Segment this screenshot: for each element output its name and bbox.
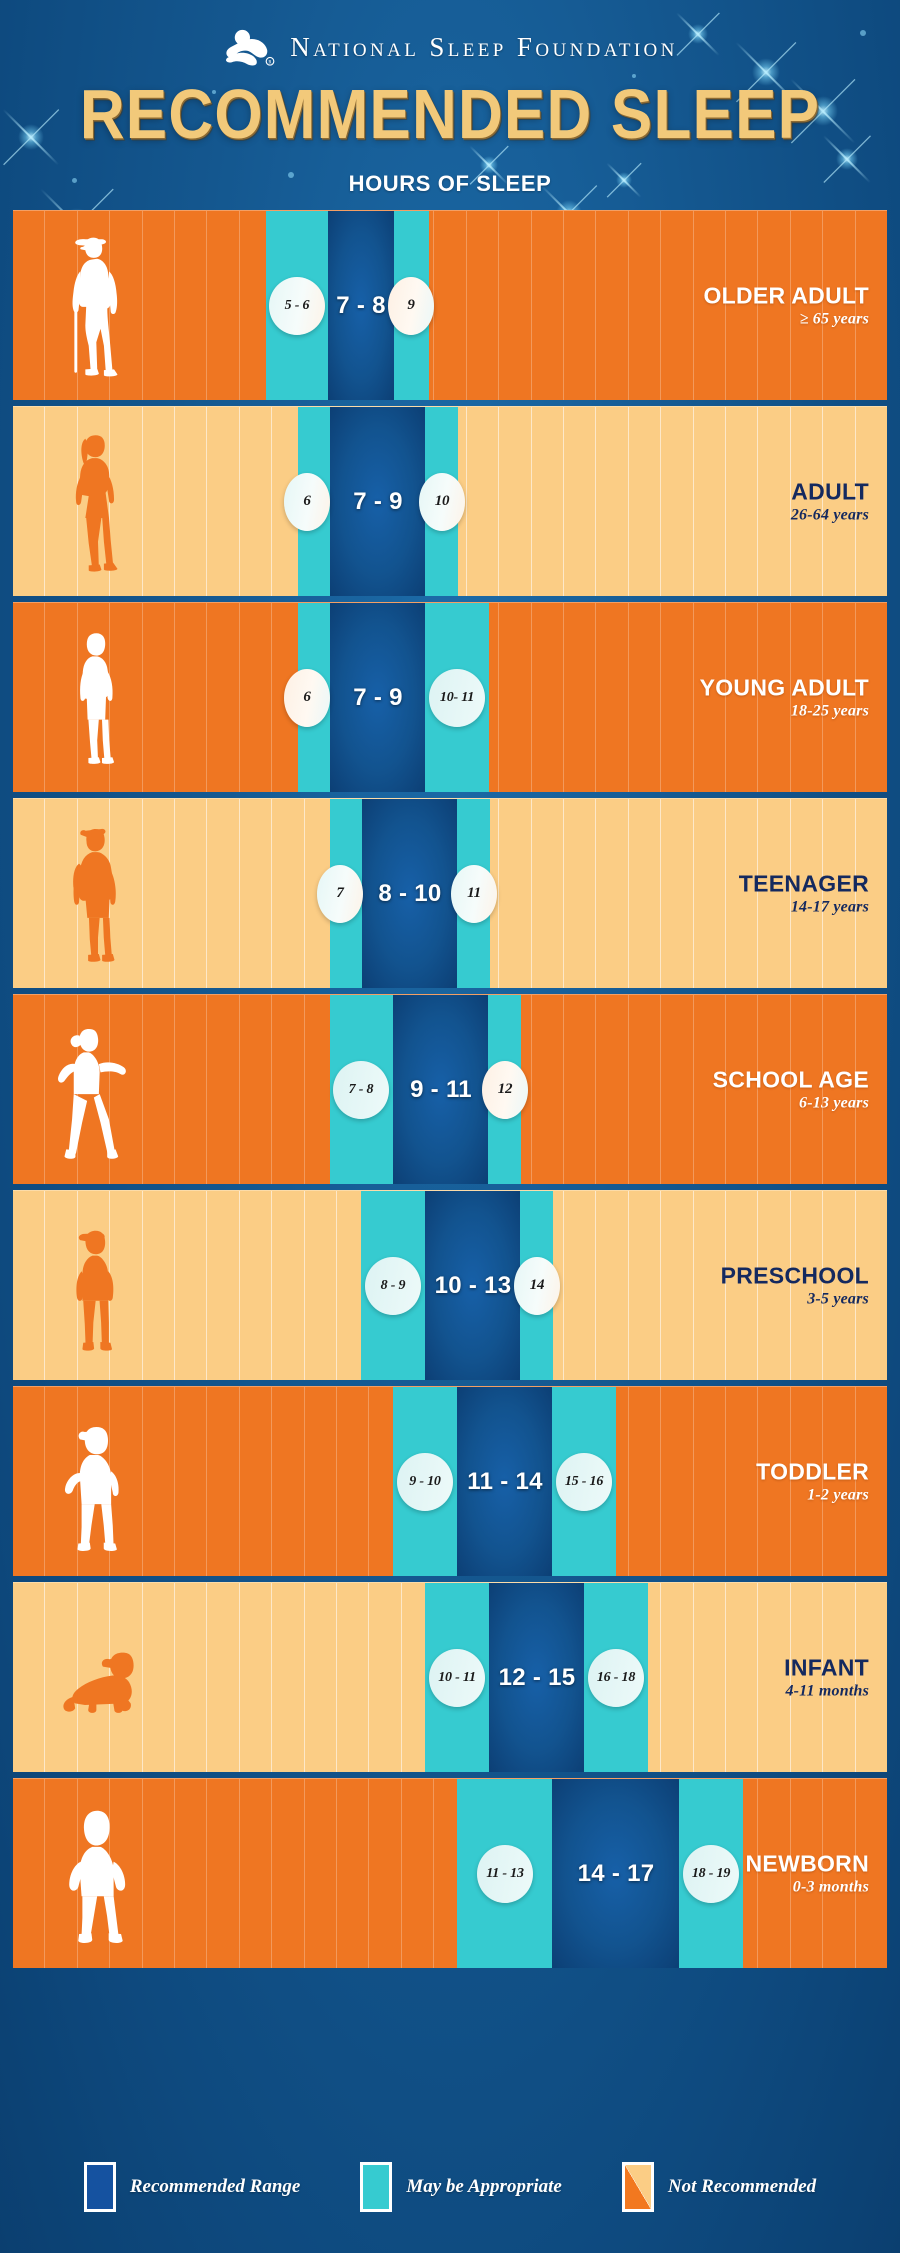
label-recommended-hours: 14 - 17 [577,1859,655,1887]
age-group-name: PRESCHOOL [720,1262,869,1289]
age-group-name: NEWBORN [745,1850,869,1877]
label-recommended-hours: 7 - 9 [353,683,403,711]
legend-label: Recommended Range [129,2175,301,2197]
bubble-may-be-appropriate-high: 11 [451,864,497,923]
age-group-range: 1-2 years [807,1486,869,1504]
age-group-range: 6-13 years [799,1094,869,1112]
school-age-child-silhouette [43,995,153,1184]
chart-row-toddler: 9 - 10 11 - 14 15 - 16 TODDLER 1-2 years [13,1386,887,1577]
label-recommended-hours: 7 - 8 [336,291,386,319]
older-adult-with-cane-silhouette [43,211,153,400]
bubble-may-be-appropriate-high: 14 [514,1256,560,1315]
chart-row-older-adult: 5 - 6 7 - 8 9 OLDER ADULT ≥ 65 years [13,210,887,401]
legend-label: May be Appropriate [406,2175,562,2197]
age-group-labels: SCHOOL AGE 6-13 years [713,1067,869,1112]
label-recommended-hours: 8 - 10 [378,879,442,907]
bubble-may-be-appropriate-low: 5 - 6 [269,276,325,335]
age-group-labels: INFANT 4-11 months [784,1655,869,1700]
chart-row-newborn: 11 - 13 14 - 17 18 - 19 NEWBORN 0-3 months [13,1778,887,1969]
legend-swatch-may-be-appropriate [360,2161,393,2212]
band-recommended-range [328,211,394,401]
chart-row-adult: 6 7 - 9 10 ADULT 26-64 years [13,406,887,597]
age-group-range: 3-5 years [807,1290,869,1308]
band-recommended-range [393,995,488,1185]
age-group-range: 0-3 months [792,1878,869,1896]
chart-row-infant: 10 - 11 12 - 15 16 - 18 INFANT 4-11 months [13,1582,887,1773]
age-group-labels: TEENAGER 14-17 years [739,871,869,916]
age-group-name: TEENAGER [738,870,869,897]
age-group-range: 18-25 years [790,702,869,720]
legend-label: Not Recommended [667,2175,817,2197]
preschool-child-silhouette [43,1191,153,1380]
bubble-may-be-appropriate-low: 7 [317,864,363,923]
band-recommended-range [552,1779,679,1969]
bubble-may-be-appropriate-high: 16 - 18 [588,1648,644,1707]
bubble-may-be-appropriate-low: 10 - 11 [429,1648,485,1707]
label-recommended-hours: 10 - 13 [434,1271,512,1299]
legend-swatch-not-recommended [621,2161,654,2212]
legend-item: Not Recommended [621,2161,817,2212]
crawling-infant-silhouette [43,1583,153,1772]
adult-woman-silhouette [43,407,153,596]
band-recommended-range [330,603,425,793]
bubble-may-be-appropriate-low: 7 - 8 [333,1060,389,1119]
label-recommended-hours: 12 - 15 [498,1663,576,1691]
chart-row-young-adult: 6 7 - 9 10- 11 YOUNG ADULT 18-25 years [13,602,887,793]
toddler-silhouette [43,1387,153,1576]
bubble-may-be-appropriate-low: 8 - 9 [365,1256,421,1315]
band-recommended-range [489,1583,584,1773]
bubble-may-be-appropriate-low: 6 [284,668,330,727]
chart-row-preschool: 8 - 9 10 - 13 14 PRESCHOOL 3-5 years [13,1190,887,1381]
bubble-may-be-appropriate-high: 18 - 19 [683,1844,739,1903]
band-recommended-range [457,1387,552,1577]
age-group-labels: ADULT 26-64 years [791,479,869,524]
age-group-labels: OLDER ADULT ≥ 65 years [703,283,869,328]
bubble-may-be-appropriate-high: 9 [388,276,434,335]
legend-item: May be Appropriate [360,2161,562,2212]
chart-legend: Recommended Range May be Appropriate Not R… [0,2120,900,2253]
age-group-name: OLDER ADULT [703,282,869,309]
axis-label-hours-of-sleep: HOURS OF SLEEP [348,171,552,197]
bubble-may-be-appropriate-high: 10 [419,472,465,531]
band-recommended-range [330,407,425,597]
bubble-may-be-appropriate-low: 11 - 13 [477,1844,533,1903]
label-recommended-hours: 9 - 11 [410,1075,472,1103]
newborn-silhouette [43,1779,153,1968]
young-adult-silhouette [43,603,153,792]
teenager-with-backpack-silhouette [43,799,153,988]
bubble-may-be-appropriate-low: 9 - 10 [397,1452,453,1511]
page-title: RECOMMENDED SLEEP [79,76,821,154]
chart-row-teenager: 7 8 - 10 11 TEENAGER 14-17 years [13,798,887,989]
bubble-may-be-appropriate-high: 12 [482,1060,528,1119]
age-group-name: TODDLER [756,1458,869,1485]
age-group-range: 4-11 months [785,1682,869,1700]
age-group-name: SCHOOL AGE [712,1066,869,1093]
age-group-range: 14-17 years [790,898,869,916]
age-group-name: ADULT [791,478,869,505]
brand-name: National Sleep Foundation [290,31,678,62]
age-group-labels: YOUNG ADULT 18-25 years [700,675,869,720]
age-group-range: ≥ 65 years [799,310,869,328]
band-recommended-range [362,799,457,989]
age-group-labels: PRESCHOOL 3-5 years [721,1263,869,1308]
age-group-labels: TODDLER 1-2 years [756,1459,869,1504]
bubble-may-be-appropriate-high: 15 - 16 [556,1452,612,1511]
age-group-labels: NEWBORN 0-3 months [746,1851,869,1896]
bubble-may-be-appropriate-high: 10- 11 [429,668,485,727]
band-recommended-range [425,1191,520,1381]
svg-text:R: R [269,61,273,66]
chart-row-school-age: 7 - 8 9 - 11 12 SCHOOL AGE 6-13 years [13,994,887,1185]
brand-lockup: R National Sleep Foundation [0,22,900,72]
age-group-range: 26-64 years [790,506,869,524]
label-recommended-hours: 7 - 9 [353,487,403,515]
label-recommended-hours: 11 - 14 [467,1467,543,1495]
bubble-may-be-appropriate-low: 6 [284,472,330,531]
sleeping-person-logo-icon: R [222,27,278,67]
infographic-header: R National Sleep Foundation RECOMMENDED … [0,0,900,197]
legend-item: Recommended Range [83,2161,301,2212]
age-group-name: INFANT [784,1654,869,1681]
legend-swatch-recommended [83,2161,116,2212]
age-group-name: YOUNG ADULT [699,674,869,701]
